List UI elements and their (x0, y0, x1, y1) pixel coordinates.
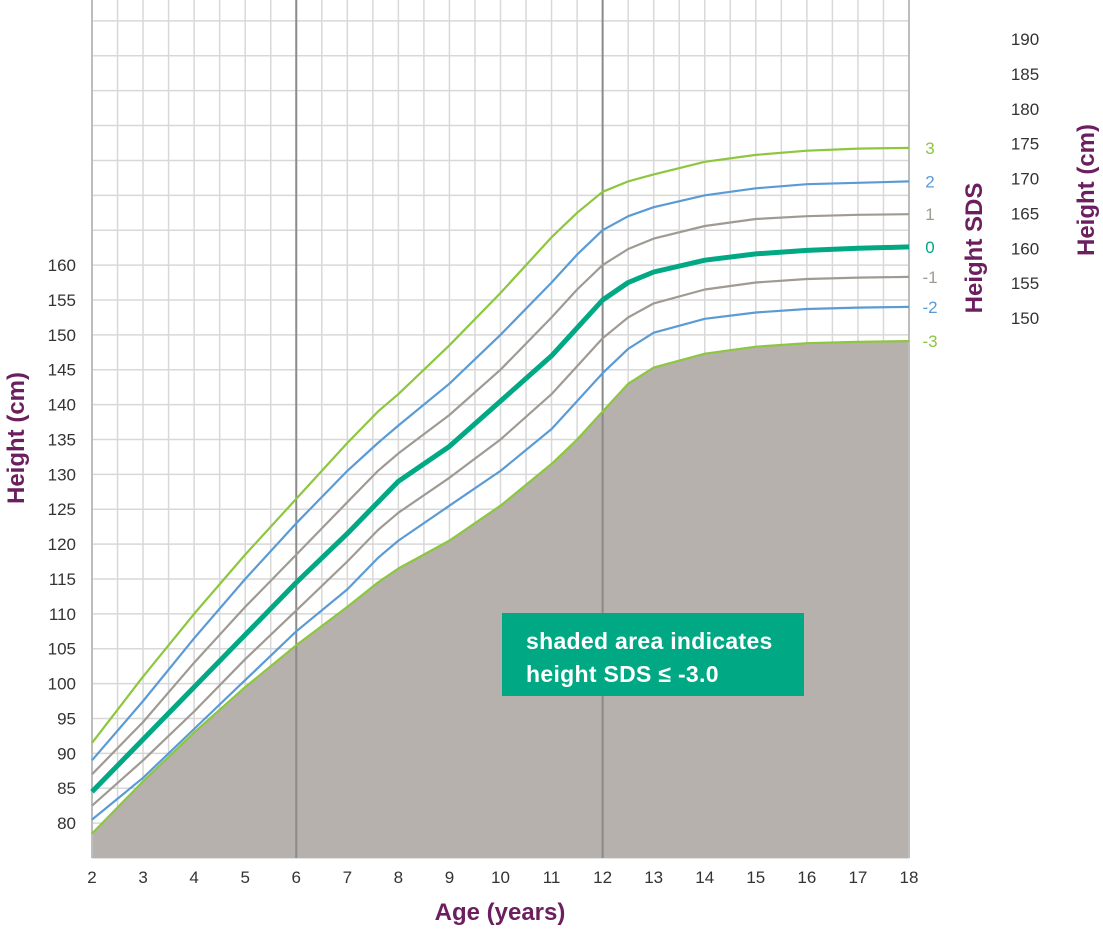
grid-major (91, 0, 910, 858)
y-tick-label-left: 140 (48, 396, 76, 415)
annotation-line-1: shaded area indicates (526, 628, 773, 654)
series-line-sds-2 (91, 180, 910, 762)
x-tick-labels: 2 3 4 5 6 7 8 9 10 11 12 13 14 15 16 17 18 (87, 868, 918, 887)
y-tick-label-left: 105 (48, 640, 76, 659)
y-tick-label-left: 95 (57, 709, 76, 728)
x-tick-label: 11 (543, 868, 561, 887)
y-tick-label-right: 150 (1011, 309, 1039, 328)
shaded-area-annotation: shaded area indicates height SDS ≤ -3.0 (502, 613, 804, 696)
y-tick-label-left: 135 (48, 430, 76, 449)
x-tick-label: 18 (900, 868, 919, 887)
sds-label--3: -3 (922, 332, 937, 351)
sds-label-1: 1 (925, 205, 934, 224)
y-tick-label-right: 180 (1011, 100, 1039, 119)
series-line-sds--1 (91, 275, 910, 807)
x-tick-label: 3 (138, 868, 147, 887)
x-tick-label: 13 (644, 868, 663, 887)
y-tick-label-left: 125 (48, 500, 76, 519)
y-tick-label-left: 160 (48, 256, 76, 275)
y-tick-label-right: 160 (1011, 239, 1039, 258)
y-axis-title-right: Height (cm) (1073, 124, 1100, 256)
y-tick-labels-right: 150 155 160 165 170 175 180 185 190 (1011, 30, 1039, 328)
annotation-line-2: height SDS ≤ -3.0 (526, 661, 719, 687)
x-tick-label: 15 (746, 868, 765, 887)
series-lines (90, 146, 910, 835)
y-axis-title-sds: Height SDS (961, 183, 988, 314)
y-tick-label-left: 115 (49, 570, 76, 589)
x-tick-label: 7 (343, 868, 352, 887)
sds-label-2: 2 (925, 172, 934, 191)
x-tick-label: 16 (797, 868, 816, 887)
series-line-sds-1 (91, 213, 910, 776)
sds-label-0: 0 (925, 238, 934, 257)
y-tick-label-left: 145 (48, 361, 76, 380)
y-tick-label-right: 185 (1011, 65, 1039, 84)
y-tick-label-left: 120 (48, 535, 76, 554)
y-tick-label-right: 165 (1011, 204, 1039, 223)
sds-label--2: -2 (922, 298, 937, 317)
y-tick-label-left: 80 (57, 814, 76, 833)
x-tick-label: 4 (189, 868, 198, 887)
y-tick-label-right: 190 (1011, 30, 1039, 49)
y-tick-label-left: 155 (48, 291, 76, 310)
y-axis-title-left: Height (cm) (3, 372, 30, 504)
y-tick-label-right: 155 (1011, 274, 1039, 293)
series-line-sds--3 (91, 340, 910, 835)
series-line-sds--2 (91, 305, 910, 821)
x-tick-label: 8 (394, 868, 403, 887)
y-tick-label-left: 100 (48, 675, 76, 694)
y-tick-label-left: 150 (48, 326, 76, 345)
x-tick-label: 5 (240, 868, 249, 887)
y-tick-label-left: 110 (49, 605, 76, 624)
y-tick-label-right: 170 (1011, 170, 1039, 189)
y-tick-label-left: 90 (57, 744, 76, 763)
x-tick-label: 10 (491, 868, 510, 887)
y-tick-labels-left: 80 85 90 95 100 105 110 115 120 125 130 135 140 145 15… (48, 256, 76, 833)
series-line-sds-3 (91, 146, 910, 744)
y-tick-label-left: 85 (57, 779, 76, 798)
sds-label-3: 3 (925, 139, 934, 158)
x-tick-label: 6 (292, 868, 301, 887)
series-line-sds-0 (90, 244, 910, 794)
sds-labels: 3 2 1 0 -1 -2 -3 (922, 139, 937, 351)
x-tick-label: 14 (695, 868, 714, 887)
x-tick-label: 2 (87, 868, 96, 887)
x-tick-label: 12 (593, 868, 612, 887)
sds-label--1: -1 (922, 268, 937, 287)
y-tick-label-right: 175 (1011, 135, 1039, 154)
y-tick-label-left: 130 (48, 465, 76, 484)
x-axis-title: Age (years) (435, 899, 566, 926)
x-tick-label: 17 (848, 868, 867, 887)
x-tick-label: 9 (445, 868, 454, 887)
